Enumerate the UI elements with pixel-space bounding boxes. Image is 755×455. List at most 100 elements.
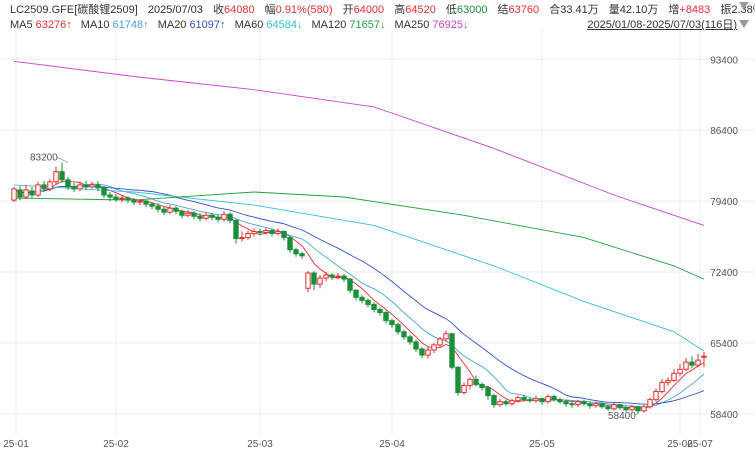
candle — [287, 236, 293, 253]
candle — [323, 272, 329, 282]
ma120-label: MA120 — [311, 19, 347, 31]
ma120-value: 71657↓ — [349, 19, 386, 31]
candle-body — [257, 230, 263, 233]
candle — [89, 181, 95, 189]
ma20-value: 61097↑ — [189, 19, 226, 31]
candle — [293, 247, 299, 257]
candle-body — [311, 272, 317, 285]
candle — [11, 186, 17, 203]
candle — [83, 180, 89, 190]
candle-body — [557, 399, 563, 403]
candle — [269, 228, 275, 237]
oi-caption: 合 — [549, 4, 561, 16]
candle-body — [197, 215, 203, 219]
candle-body — [209, 214, 215, 218]
x-tick-label: 25-03 — [247, 439, 273, 450]
oi-value: 33.41万 — [560, 4, 599, 16]
candle-body — [635, 406, 641, 412]
candle — [299, 251, 305, 259]
candle — [521, 394, 527, 402]
y-tick-label: 79400 — [710, 197, 738, 208]
candle-body — [449, 333, 455, 368]
close-value: 64080 — [223, 4, 255, 16]
ma10-label: MA10 — [80, 19, 110, 31]
candle-body — [101, 187, 107, 196]
candle — [179, 209, 185, 219]
candle — [539, 397, 545, 405]
ma250-value: 76925↓ — [432, 19, 469, 31]
ma20-label: MA20 — [157, 19, 187, 31]
ma5-line — [13, 180, 705, 409]
candle-body — [131, 199, 137, 203]
candle-body — [479, 383, 485, 388]
candle — [533, 395, 539, 403]
volume-field: 量42.10万 — [609, 4, 659, 16]
candle — [35, 181, 41, 198]
candle — [125, 196, 131, 204]
ma5-label: MA5 — [10, 19, 33, 31]
candle — [221, 211, 227, 222]
candle — [173, 206, 179, 215]
candle — [317, 275, 323, 289]
candle-body — [509, 400, 515, 405]
candle — [641, 404, 647, 413]
candle — [581, 399, 587, 406]
ma120-legend-item: MA120 71657↓ — [312, 19, 386, 31]
candle-body — [173, 207, 179, 212]
candle-body — [41, 184, 47, 190]
candle-body — [11, 188, 17, 201]
ma10-value: 61748↑ — [112, 19, 149, 31]
candle-body — [407, 336, 413, 343]
candle — [443, 330, 449, 342]
candle — [197, 213, 203, 222]
ma60-label: MA60 — [234, 19, 264, 31]
candle-body — [527, 399, 533, 402]
candle-body — [395, 324, 401, 333]
candle — [377, 307, 383, 316]
candle — [335, 273, 341, 280]
high-caption: 高 — [394, 4, 406, 16]
low-value: 63000 — [456, 4, 488, 16]
candle-body — [581, 401, 587, 405]
high-field: 高64520 — [394, 4, 436, 16]
candle-body — [365, 299, 371, 305]
candle-body — [497, 401, 503, 406]
candle-body — [419, 348, 425, 356]
candle — [281, 230, 287, 241]
candle — [461, 382, 467, 395]
candle — [605, 404, 611, 411]
candle — [503, 399, 509, 406]
candle-body — [359, 296, 365, 301]
range-dropdown-icon[interactable] — [739, 20, 749, 28]
x-tick-label: 25-02 — [103, 439, 129, 450]
open-value: 64000 — [353, 4, 385, 16]
candle-body — [233, 219, 239, 240]
candle-body — [491, 395, 497, 406]
settle-field: 结63760 — [498, 4, 540, 16]
extreme-pointer — [55, 156, 69, 163]
candle — [491, 393, 497, 408]
candle — [209, 213, 215, 221]
open-field: 开64000 — [343, 4, 385, 16]
date-range-selector[interactable]: 2025/01/08-2025/07/03(116日) — [587, 19, 737, 31]
candle-body — [65, 179, 71, 188]
candle — [227, 212, 233, 224]
candle-body — [425, 349, 431, 356]
candle — [593, 401, 599, 408]
candle — [479, 382, 485, 391]
y-tick-label: 86400 — [710, 126, 738, 137]
candle — [611, 402, 617, 411]
candle-body — [641, 406, 647, 412]
candle — [617, 403, 623, 410]
settle-value: 63760 — [508, 4, 540, 16]
candle — [425, 346, 431, 359]
candle — [449, 332, 455, 370]
change-caption: 幅 — [264, 4, 276, 16]
oi-field: 合33.41万 — [549, 4, 599, 16]
candle-body — [23, 189, 29, 198]
candle — [431, 342, 437, 354]
collapse-caret-icon[interactable] — [739, 2, 749, 9]
candle — [149, 202, 155, 210]
candle — [383, 310, 389, 324]
candle — [101, 185, 107, 199]
